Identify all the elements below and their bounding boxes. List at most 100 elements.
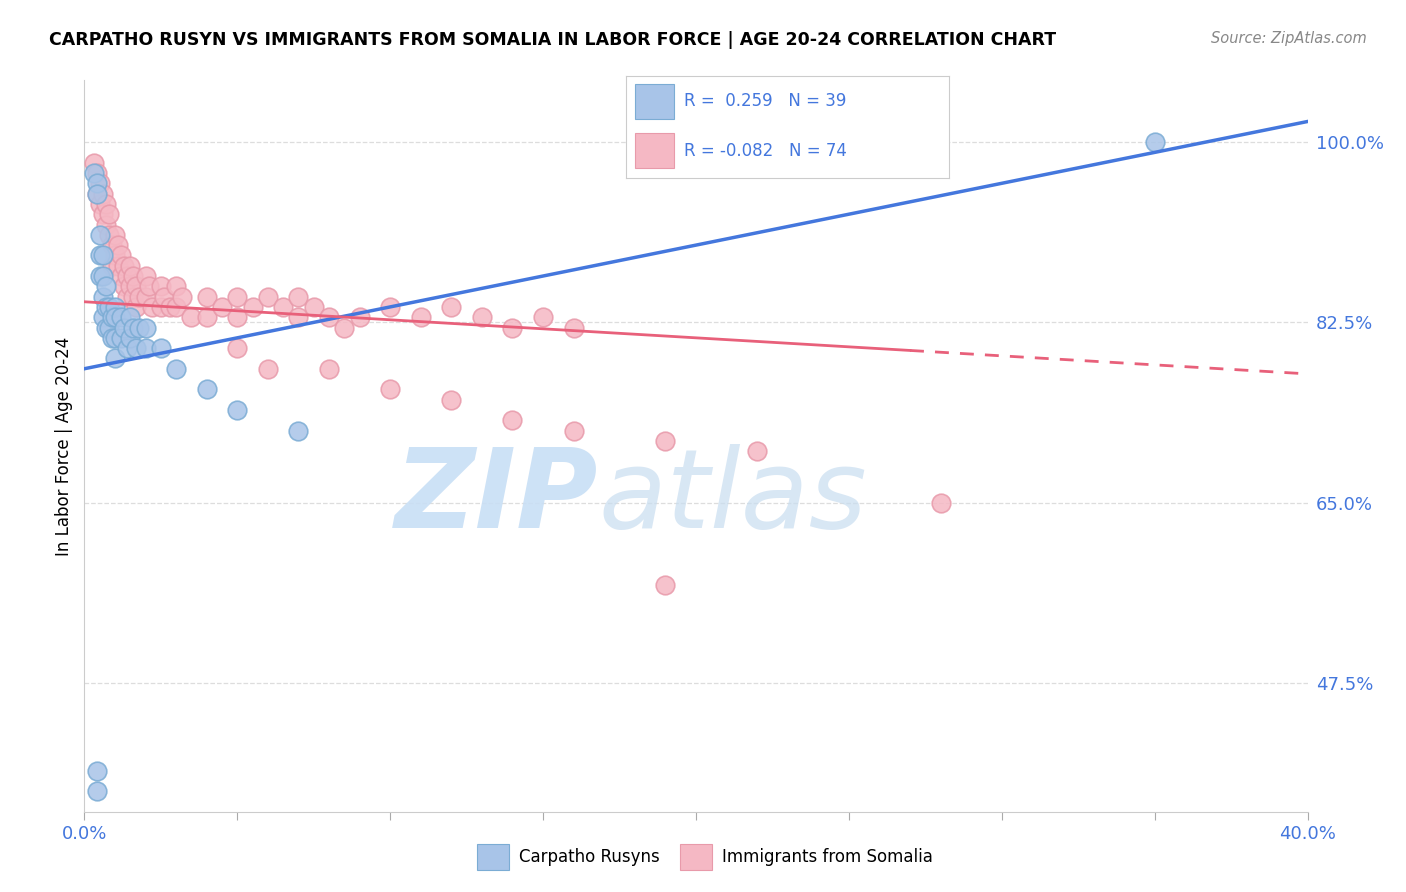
Point — [333, 320, 356, 334]
Point — [83, 155, 105, 169]
Point — [195, 310, 218, 325]
Point — [226, 403, 249, 417]
Point — [97, 207, 120, 221]
Point — [226, 341, 249, 355]
Point — [86, 784, 108, 798]
Bar — [636, 133, 675, 168]
Point — [104, 248, 127, 262]
Point — [149, 300, 172, 314]
Point — [112, 320, 135, 334]
Text: Source: ZipAtlas.com: Source: ZipAtlas.com — [1211, 31, 1367, 46]
Y-axis label: In Labor Force | Age 20-24: In Labor Force | Age 20-24 — [55, 336, 73, 556]
Point — [89, 227, 111, 242]
Point — [97, 320, 120, 334]
Text: R =  0.259   N = 39: R = 0.259 N = 39 — [683, 93, 846, 111]
Text: CARPATHO RUSYN VS IMMIGRANTS FROM SOMALIA IN LABOR FORCE | AGE 20-24 CORRELATION: CARPATHO RUSYN VS IMMIGRANTS FROM SOMALI… — [49, 31, 1056, 49]
Bar — [679, 844, 711, 871]
Point — [180, 310, 202, 325]
Point — [271, 300, 294, 314]
Point — [562, 320, 585, 334]
Point — [1143, 135, 1166, 149]
Point — [89, 268, 111, 283]
Point — [91, 186, 114, 201]
Point — [153, 290, 176, 304]
Point — [226, 290, 249, 304]
Point — [97, 300, 120, 314]
Point — [349, 310, 371, 325]
Point — [287, 310, 309, 325]
Point — [86, 166, 108, 180]
Point — [104, 310, 127, 325]
Point — [165, 279, 187, 293]
Point — [101, 331, 124, 345]
Point — [159, 300, 181, 314]
Point — [83, 166, 105, 180]
Point — [101, 259, 124, 273]
Point — [149, 279, 172, 293]
Point — [110, 248, 132, 262]
Point — [409, 310, 432, 325]
Point — [86, 176, 108, 190]
Point — [125, 300, 148, 314]
Text: Carpatho Rusyns: Carpatho Rusyns — [519, 848, 661, 866]
Point — [122, 268, 145, 283]
Text: atlas: atlas — [598, 443, 866, 550]
Point — [112, 279, 135, 293]
Point — [531, 310, 554, 325]
Point — [104, 331, 127, 345]
Point — [125, 279, 148, 293]
Point — [302, 300, 325, 314]
Point — [135, 290, 157, 304]
Point — [122, 290, 145, 304]
Point — [128, 320, 150, 334]
Point — [86, 764, 108, 778]
Point — [195, 290, 218, 304]
Point — [257, 361, 280, 376]
Point — [380, 382, 402, 396]
Point — [135, 268, 157, 283]
Point — [125, 341, 148, 355]
Point — [94, 279, 117, 293]
Point — [86, 186, 108, 201]
Point — [380, 300, 402, 314]
Point — [226, 310, 249, 325]
Point — [654, 434, 676, 448]
Point — [97, 227, 120, 242]
Point — [257, 290, 280, 304]
Point — [502, 320, 524, 334]
Point — [562, 424, 585, 438]
Point — [128, 290, 150, 304]
Point — [122, 320, 145, 334]
Point — [101, 310, 124, 325]
Point — [115, 290, 138, 304]
Point — [115, 341, 138, 355]
Point — [471, 310, 494, 325]
Point — [138, 279, 160, 293]
Point — [110, 331, 132, 345]
Point — [135, 341, 157, 355]
Point — [287, 424, 309, 438]
Point — [287, 290, 309, 304]
Point — [120, 310, 142, 325]
Point — [211, 300, 233, 314]
Point — [165, 300, 187, 314]
Bar — [477, 844, 509, 871]
Point — [91, 248, 114, 262]
Point — [89, 248, 111, 262]
Point — [112, 259, 135, 273]
Point — [929, 496, 952, 510]
Point — [94, 300, 117, 314]
Point — [89, 176, 111, 190]
Point — [165, 361, 187, 376]
Point — [149, 341, 172, 355]
Point — [120, 279, 142, 293]
Point — [91, 207, 114, 221]
Point — [318, 361, 340, 376]
Point — [86, 186, 108, 201]
Point — [94, 320, 117, 334]
Point — [318, 310, 340, 325]
Point — [120, 331, 142, 345]
Point — [747, 444, 769, 458]
Point — [91, 268, 114, 283]
Point — [242, 300, 264, 314]
